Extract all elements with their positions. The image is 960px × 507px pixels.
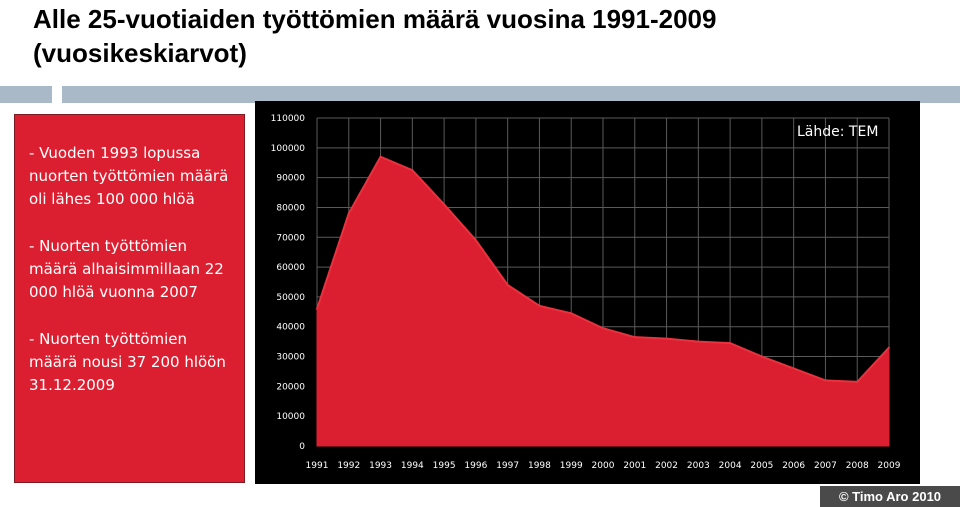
data-point-1996 [474,239,477,242]
data-point-2008 [856,380,859,383]
x-tick-label-1997: 1997 [496,461,519,471]
y-tick-label-2: 20000 [276,382,305,392]
data-point-2007 [824,379,827,382]
data-point-2006 [792,367,795,370]
x-tick-label-1991: 1991 [306,461,329,471]
y-tick-label-7: 70000 [276,233,305,243]
source-label: Lähde: TEM [797,124,879,140]
y-tick-label-10: 100000 [271,144,306,154]
data-point-2000 [602,327,604,330]
data-point-1993 [379,155,382,158]
y-tick-label-3: 30000 [276,353,305,363]
data-point-2005 [760,355,763,358]
data-point-2009 [888,346,890,349]
x-tick-label-1992: 1992 [337,461,360,471]
x-tick-label-2006: 2006 [782,461,805,471]
data-point-1994 [411,169,414,172]
data-point-2002 [665,337,668,340]
banner-bar-left [0,86,52,103]
x-tick-label-1994: 1994 [401,461,424,471]
x-tick-label-2000: 2000 [592,461,615,471]
title-line-1: Alle 25-vuotiaiden työttömien määrä vuos… [33,4,717,34]
data-point-2001 [633,336,636,339]
data-point-1992 [347,212,350,215]
bullet-2: - Nuorten työttömien määrä alhaisimmilla… [29,237,224,301]
x-tick-label-2005: 2005 [750,461,773,471]
x-tick-label-2001: 2001 [623,461,646,471]
data-point-1999 [570,312,573,315]
x-tick-label-2008: 2008 [846,461,869,471]
x-tick-label-2007: 2007 [814,461,837,471]
data-point-1995 [443,203,446,206]
x-tick-label-1995: 1995 [433,461,456,471]
y-tick-label-4: 40000 [276,323,305,333]
x-tick-label-1998: 1998 [528,461,551,471]
y-tick-label-11: 110000 [271,114,306,124]
data-point-1998 [538,304,541,307]
x-tick-label-2009: 2009 [878,461,901,471]
copyright-badge: © Timo Aro 2010 [820,486,960,507]
banner-bar-right [62,86,960,103]
x-tick-label-2002: 2002 [655,461,678,471]
bullet-1: - Vuoden 1993 lopussa nuorten työttömien… [29,144,229,208]
page-title: Alle 25-vuotiaiden työttömien määrä vuos… [33,2,933,70]
x-tick-label-2004: 2004 [719,461,742,471]
x-tick-label-1996: 1996 [464,461,487,471]
data-point-1991 [316,307,318,310]
info-textbox: - Vuoden 1993 lopussa nuorten työttömien… [14,114,245,483]
chart-panel: 0 10000 20000 30000 40000 50000 60000 70000 8000… [255,101,920,484]
y-tick-label-6: 60000 [276,263,305,273]
x-tick-label-1993: 1993 [369,461,392,471]
x-tick-label-2003: 2003 [687,461,710,471]
y-tick-label-8: 80000 [276,203,305,213]
data-point-1997 [506,283,509,286]
title-line-2: (vuosikeskiarvot) [33,38,247,68]
bullet-3: - Nuorten työttömien määrä nousi 37 200 … [29,330,226,394]
x-tick-label-1999: 1999 [560,461,583,471]
y-tick-label-9: 90000 [276,174,305,184]
y-tick-label-5: 50000 [276,293,305,303]
y-tick-label-0: 0 [299,442,305,452]
y-tick-label-1: 10000 [276,412,305,422]
data-point-2003 [697,340,700,343]
data-point-2004 [729,342,732,345]
area-chart: 0 10000 20000 30000 40000 50000 60000 70000 8000… [271,114,901,471]
